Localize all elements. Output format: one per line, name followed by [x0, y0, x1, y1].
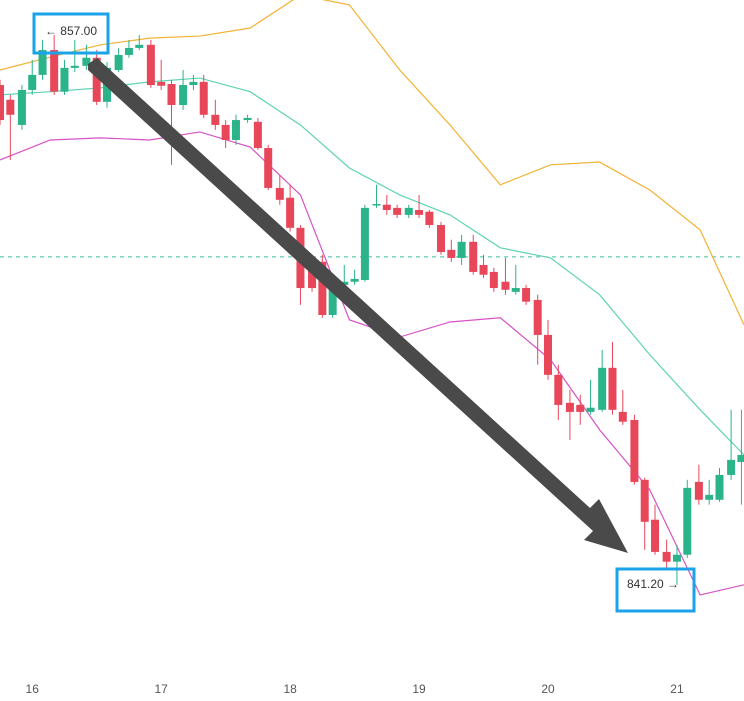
- candle-body: [382, 204, 391, 210]
- candle-body: [328, 288, 337, 315]
- candle-body: [586, 407, 595, 412]
- candle-body: [533, 299, 542, 335]
- candle-body: [28, 74, 37, 90]
- candle-body: [231, 120, 240, 140]
- annotation-label: ← 857.00: [45, 24, 97, 38]
- candle-body: [350, 278, 359, 282]
- candle-body: [651, 519, 660, 552]
- candle-body: [38, 50, 47, 75]
- candle-body: [404, 207, 413, 215]
- candle-body: [727, 459, 736, 475]
- candle-body: [479, 264, 488, 275]
- candle-body: [286, 197, 295, 228]
- candle-body: [114, 54, 123, 70]
- candle-body: [70, 65, 79, 68]
- trend-arrow: [88, 58, 628, 553]
- candle-body: [522, 288, 531, 302]
- candle-body: [17, 89, 26, 125]
- candle-body: [662, 551, 671, 562]
- candle-body: [275, 187, 284, 200]
- candle-body: [554, 374, 563, 405]
- candle-body: [253, 121, 262, 149]
- annotation-box: [615, 567, 696, 613]
- candle-body: [544, 334, 553, 375]
- candle-body: [6, 99, 15, 115]
- candle-body: [737, 454, 744, 462]
- x-tick-label: 19: [412, 682, 426, 696]
- candle-body: [189, 81, 198, 86]
- annotation-box: [32, 12, 110, 55]
- candle-body: [501, 281, 510, 290]
- x-tick-label: 21: [670, 682, 684, 696]
- candle-body: [0, 85, 4, 121]
- candle-body: [211, 114, 220, 125]
- candle-body: [60, 67, 69, 92]
- band-line: [0, 77, 744, 456]
- band-line: [0, 0, 744, 326]
- candle-body: [425, 211, 434, 226]
- x-tick-label: 17: [154, 682, 168, 696]
- candle-body: [672, 554, 681, 562]
- band-line: [0, 131, 744, 596]
- candle-body: [436, 225, 445, 252]
- candle-body: [640, 479, 649, 522]
- candle-body: [135, 44, 144, 48]
- candle-body: [705, 494, 714, 500]
- candle-body: [372, 204, 381, 206]
- annotation-label: 841.20 →: [627, 577, 679, 591]
- candle-body: [157, 81, 166, 86]
- candle-body: [694, 481, 703, 500]
- candle-body: [457, 241, 466, 258]
- candle-body: [124, 47, 133, 55]
- candle-body: [489, 271, 498, 289]
- candle-body: [618, 411, 627, 422]
- candle-body: [565, 402, 574, 412]
- candle-body: [221, 124, 230, 140]
- candle-body: [469, 241, 478, 272]
- candle-body: [167, 83, 176, 105]
- candle-body: [630, 419, 639, 482]
- candle-body: [715, 474, 724, 500]
- candle-body: [199, 81, 208, 115]
- candle-body: [340, 281, 349, 285]
- candle-body: [360, 207, 369, 280]
- x-tick-label: 18: [283, 682, 297, 696]
- candle-body: [598, 367, 607, 410]
- candle-body: [511, 288, 520, 292]
- candle-body: [92, 57, 101, 102]
- candle-body: [82, 57, 91, 66]
- candle-body: [576, 404, 585, 412]
- candle-body: [683, 487, 692, 555]
- x-tick-label: 20: [541, 682, 555, 696]
- candle-body: [318, 261, 327, 315]
- candle-body: [308, 264, 317, 289]
- candle-body: [608, 367, 617, 410]
- candle-body: [179, 85, 188, 105]
- candle-body: [264, 148, 273, 188]
- candle-body: [393, 207, 402, 215]
- candle-body: [243, 117, 252, 121]
- x-tick-label: 16: [26, 682, 40, 696]
- candle-body: [50, 50, 59, 92]
- candle-body: [447, 249, 456, 258]
- candle-body: [146, 44, 155, 86]
- candle-body: [415, 209, 424, 215]
